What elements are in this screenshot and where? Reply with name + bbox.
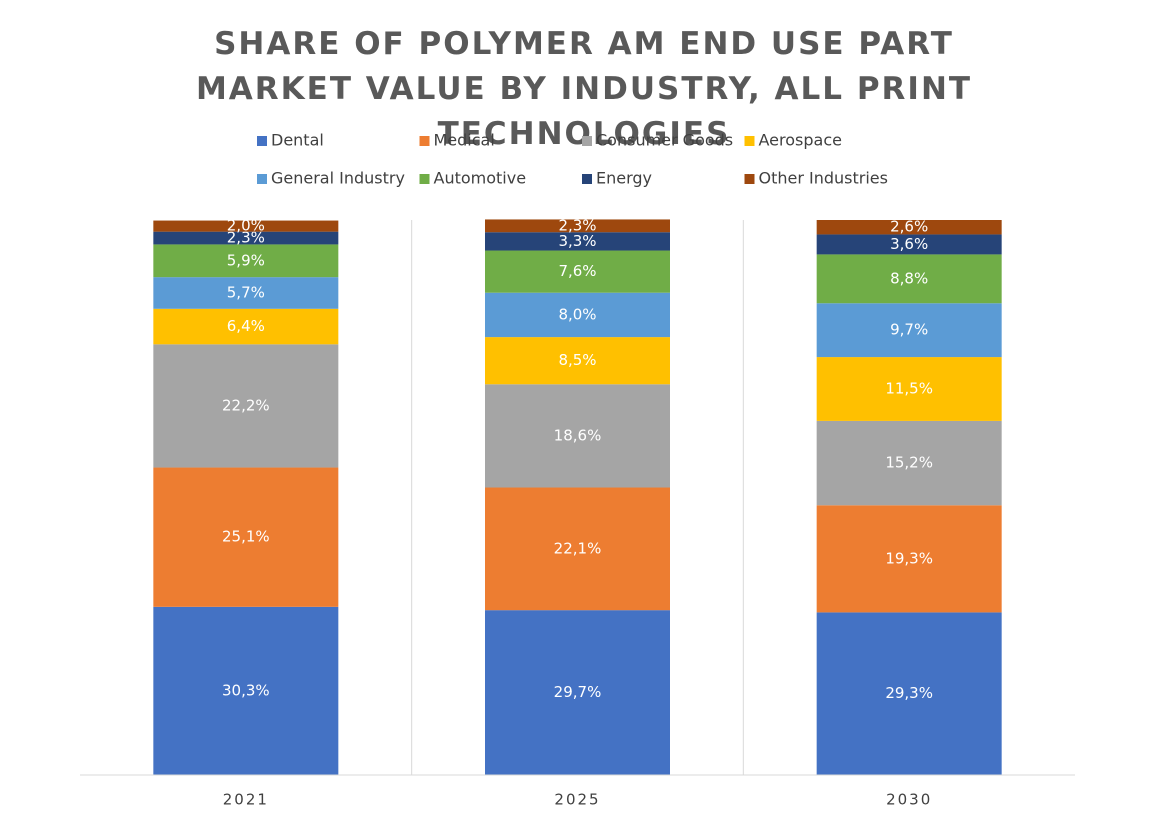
value-label: 8,0% <box>558 305 596 323</box>
value-label: 7,6% <box>558 262 596 280</box>
chart-title: SHARE OF POLYMER AM END USE PART MARKET … <box>195 26 973 152</box>
bar-segment <box>153 344 339 468</box>
legend-label: Automotive <box>434 169 527 188</box>
value-label: 8,5% <box>558 351 596 369</box>
bar-segment <box>485 219 670 233</box>
legend-label: Consumer Goods <box>596 131 733 150</box>
legend-swatch <box>744 174 755 184</box>
bar-segment <box>153 220 339 232</box>
x-tick-label: 2030 <box>886 791 932 809</box>
legend-swatch <box>419 174 430 184</box>
bar-segment <box>485 337 670 385</box>
x-tick-label: 2025 <box>554 791 600 809</box>
value-label: 29,3% <box>885 684 933 702</box>
bar-segment <box>153 308 339 345</box>
value-label: 3,3% <box>558 232 596 250</box>
value-label: 3,6% <box>890 235 928 253</box>
value-label: 18,6% <box>554 426 602 444</box>
bar-segment <box>485 292 670 338</box>
legend-swatch <box>419 136 430 146</box>
legend-label: Other Industries <box>759 169 888 188</box>
bar-segment <box>816 234 1002 255</box>
legend-swatch <box>582 174 592 184</box>
value-label: 22,2% <box>222 396 270 414</box>
legend-label: Aerospace <box>759 131 842 150</box>
value-label: 6,4% <box>227 317 265 335</box>
bar-segment <box>485 250 670 293</box>
bar-segment <box>485 232 670 251</box>
legend-swatch <box>257 174 267 184</box>
bar-segment <box>153 231 339 245</box>
legend-label: Dental <box>271 131 324 150</box>
bar-segment <box>816 420 1002 506</box>
bar-segment <box>485 610 670 775</box>
bar-segment <box>153 606 339 775</box>
legend-label: Energy <box>596 169 652 188</box>
value-label: 2,0% <box>227 217 265 235</box>
bar-segment <box>816 505 1002 613</box>
value-label: 22,1% <box>554 539 602 557</box>
value-label: 2,3% <box>227 229 265 247</box>
value-label: 19,3% <box>885 549 933 567</box>
bar-segment <box>816 357 1002 421</box>
legend-label: Medical <box>434 131 495 150</box>
value-label: 2,3% <box>558 216 596 234</box>
bar-segment <box>485 487 670 611</box>
bar-segment <box>816 303 1002 358</box>
value-label: 2,6% <box>890 218 928 236</box>
bar-segment <box>153 277 339 309</box>
value-label: 5,9% <box>227 251 265 269</box>
value-label: 11,5% <box>885 379 933 397</box>
bar-segment <box>816 220 1002 235</box>
legend-label: General Industry <box>271 169 405 188</box>
value-label: 30,3% <box>222 681 270 699</box>
value-label: 25,1% <box>222 528 270 546</box>
value-label: 15,2% <box>885 454 933 472</box>
value-label: 29,7% <box>554 683 602 701</box>
legend-swatch <box>582 136 592 146</box>
value-label: 8,8% <box>890 269 928 287</box>
bar-segment <box>485 384 670 488</box>
bar-segment <box>153 467 339 607</box>
bar-segment <box>153 244 339 278</box>
legend-swatch <box>744 136 755 146</box>
legend-swatch <box>257 136 267 146</box>
bar-segment <box>816 254 1002 304</box>
value-label: 9,7% <box>890 321 928 339</box>
bar-segment <box>816 612 1002 775</box>
value-label: 5,7% <box>227 283 265 301</box>
x-tick-label: 2021 <box>223 791 269 809</box>
